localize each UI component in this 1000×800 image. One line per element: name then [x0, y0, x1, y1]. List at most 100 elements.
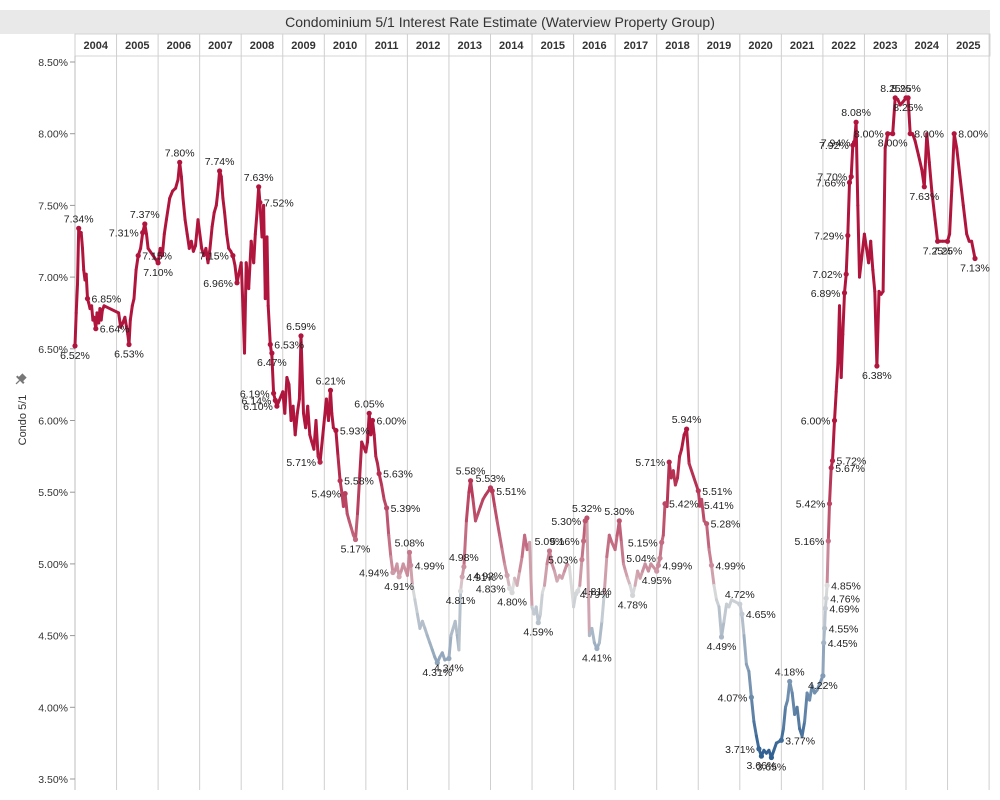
- series-segment: [314, 419, 320, 458]
- data-label: 7.29%: [814, 231, 844, 243]
- series-segment: [970, 239, 977, 260]
- y-tick-label: 5.00%: [38, 559, 68, 571]
- series-segment: [139, 231, 145, 250]
- series-segment: [803, 691, 809, 724]
- series-segment: [720, 619, 726, 639]
- series-segment: [871, 268, 877, 293]
- series-segment: [257, 185, 262, 204]
- series-segment: [705, 522, 711, 552]
- data-label: 6.89%: [811, 288, 841, 300]
- data-point: [944, 238, 951, 244]
- series-segment: [380, 483, 386, 501]
- series-segment: [293, 411, 299, 437]
- data-point: [342, 491, 348, 497]
- data-point: [230, 253, 236, 259]
- series-segment: [543, 562, 549, 587]
- data-label: 4.80%: [497, 597, 527, 609]
- data-point: [697, 502, 703, 508]
- series-segment: [225, 232, 231, 250]
- data-point: [821, 640, 827, 646]
- data-point: [390, 569, 396, 576]
- data-point: [256, 184, 262, 190]
- year-label: 2017: [624, 40, 648, 52]
- data-label: 6.00%: [377, 416, 407, 428]
- data-label: 8.00%: [878, 138, 908, 150]
- data-point: [616, 518, 622, 524]
- data-point: [853, 119, 859, 125]
- data-label: 6.64%: [100, 324, 130, 336]
- year-label: 2020: [748, 40, 772, 52]
- data-point: [822, 605, 829, 612]
- series-segment: [658, 540, 664, 560]
- data-point: [892, 95, 898, 101]
- series-segment: [221, 196, 227, 215]
- data-label: 5.16%: [550, 536, 580, 548]
- data-label: 5.71%: [635, 457, 665, 469]
- data-label: 4.31%: [422, 667, 452, 679]
- data-point: [921, 184, 927, 190]
- data-point: [396, 574, 402, 580]
- year-label: 2015: [541, 40, 565, 52]
- series-segment: [846, 181, 851, 237]
- data-label: 7.63%: [244, 172, 274, 184]
- series-segment: [742, 634, 748, 666]
- series-segment: [661, 502, 667, 537]
- year-labels: 2004 2005 2006 2007 2008 2009 2010 2011 2012 2013…: [84, 40, 981, 52]
- series-segment: [515, 569, 522, 587]
- data-label: 7.10%: [143, 267, 173, 279]
- series-segment: [127, 318, 132, 346]
- data-label: 5.53%: [476, 473, 506, 485]
- data-point: [257, 199, 263, 206]
- data-label: 7.15%: [199, 251, 229, 263]
- data-label: 4.65%: [746, 609, 776, 621]
- data-point: [406, 549, 413, 556]
- data-point: [594, 645, 600, 652]
- data-point: [274, 403, 280, 409]
- data-point: [509, 590, 515, 596]
- pin-icon[interactable]: [13, 372, 29, 388]
- series-segment: [132, 268, 138, 301]
- data-label: 5.71%: [286, 457, 316, 469]
- data-label: 4.18%: [775, 667, 805, 679]
- data-point: [459, 574, 465, 580]
- series-segment: [162, 218, 168, 236]
- data-label: 3.77%: [785, 735, 815, 747]
- data-point: [822, 625, 828, 632]
- data-label: 5.94%: [672, 414, 702, 426]
- data-point: [298, 333, 304, 339]
- data-point: [142, 221, 148, 227]
- series-segment: [619, 540, 625, 566]
- series-segment: [330, 411, 335, 430]
- data-point: [376, 471, 382, 477]
- data-point: [845, 232, 851, 239]
- y-axis-label: Condo 5/1: [17, 395, 29, 446]
- series-segment: [354, 512, 359, 541]
- series-segment: [578, 558, 584, 587]
- title-bar: [0, 10, 990, 34]
- data-label: 5.58%: [344, 476, 374, 488]
- series-segment: [602, 555, 609, 595]
- data-point: [84, 296, 91, 302]
- series-segment: [128, 304, 134, 322]
- series-segment: [600, 591, 606, 623]
- data-point: [384, 505, 390, 511]
- data-label: 5.04%: [626, 553, 656, 565]
- data-label: 8.08%: [841, 107, 871, 119]
- series-segment: [160, 232, 166, 258]
- series-segment: [950, 132, 956, 193]
- series-segment: [336, 454, 342, 483]
- year-label: 2007: [208, 40, 232, 52]
- year-label: 2025: [956, 40, 980, 52]
- data-point: [155, 260, 161, 266]
- series-segment: [252, 232, 257, 265]
- data-label: 7.02%: [812, 269, 842, 281]
- data-point: [885, 131, 891, 137]
- year-label: 2005: [125, 40, 149, 52]
- y-tick-label: 3.50%: [38, 774, 68, 786]
- data-label: 4.81%: [446, 595, 476, 607]
- series-segment: [102, 304, 121, 315]
- data-point: [126, 341, 132, 348]
- year-label: 2016: [582, 40, 606, 52]
- series-segment: [413, 598, 419, 616]
- data-label: 6.96%: [203, 278, 233, 290]
